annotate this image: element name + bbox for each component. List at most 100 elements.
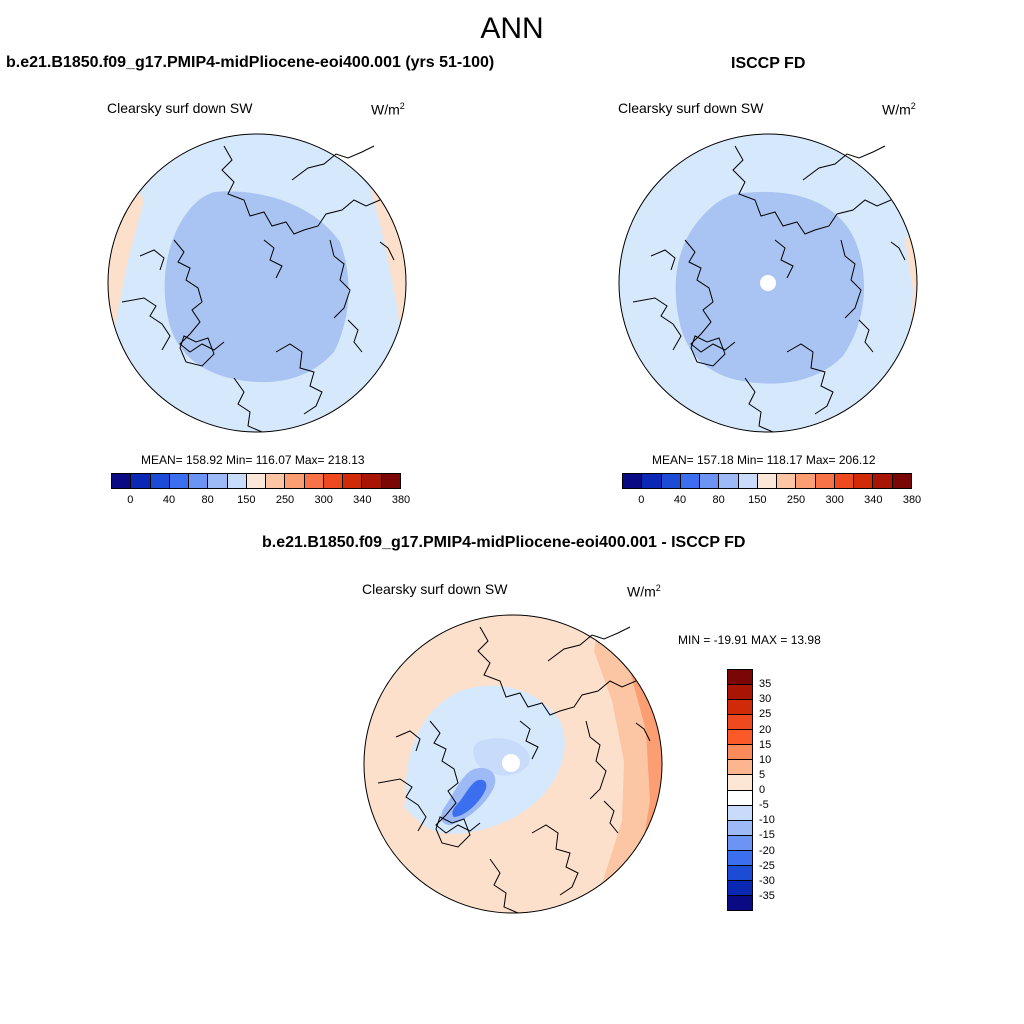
panel1-colorbar-swatch: [380, 474, 400, 488]
panel2-polar-gap: [760, 275, 776, 291]
panel2-colorbar-swatch: [718, 474, 738, 488]
panel2-colorbar-tick-label: 380: [902, 494, 922, 506]
diff-colorbar-tick-label: 0: [759, 784, 766, 796]
panel1-colorbar-swatch: [226, 474, 246, 488]
diff-polar-gap: [502, 754, 520, 772]
panel1-colorbar: [111, 473, 401, 489]
diff-polar-map: [363, 614, 663, 914]
diff-colorbar-swatch: [728, 774, 752, 790]
panel2-warm-east: [905, 220, 917, 360]
diff-colorbar-tick-label: 10: [759, 753, 772, 766]
panel1-colorbar-swatch: [245, 474, 266, 488]
diff-map-border: [363, 614, 663, 914]
panel2-colorbar-tick-label: 40: [673, 494, 687, 506]
panel1-colorbar-swatch: [207, 474, 227, 488]
diff-case-title: b.e21.B1850.f09_g17.PMIP4-midPliocene-eo…: [262, 534, 746, 551]
panel1-colorbar-tick-label: 80: [201, 494, 214, 506]
panel2-colorbar-swatch: [814, 474, 834, 488]
panel1-colorbar-swatch: [168, 474, 189, 488]
diff-colorbar-swatch: [728, 729, 752, 745]
panel2-coastlines: [632, 145, 906, 433]
diff-units: W/m2: [627, 583, 661, 600]
diff-colorbar-swatch: [728, 714, 752, 730]
diff-variable-label: Clearsky surf down SW: [362, 581, 508, 597]
panel1-colorbar-swatch: [112, 474, 131, 488]
panel2-stats: MEAN= 157.18 Min= 118.17 Max= 206.12: [652, 453, 876, 467]
panel1-coastlines: [121, 145, 395, 433]
diff-colorbar-tick-label: -5: [759, 799, 769, 812]
diff-coastlines: [377, 626, 651, 914]
diff-colorbar-ticks: 35 30 25 20 15 10 5 0 -5 -10 -15 -20 -25 -30 -35: [727, 669, 807, 911]
panel2-colorbar-swatch: [776, 474, 796, 488]
diff-colorbar-swatch: [728, 684, 752, 700]
panel1-variable-label: Clearsky surf down SW: [107, 100, 253, 116]
panel2-colorbar-swatch: [795, 474, 815, 488]
diff-colorbar-swatch: [728, 849, 752, 865]
panel1-polar-low-region: [164, 191, 349, 383]
panel1-colorbar-swatch: [284, 474, 304, 488]
panel2-colorbar-tick-label: 250: [786, 494, 806, 506]
panel2-map-border: [618, 133, 918, 433]
panel1-colorbar-swatch: [130, 474, 150, 488]
diff-colorbar-swatch: [728, 894, 752, 910]
panel2-colorbar-tick-label: 340: [864, 494, 883, 506]
panel2-colorbar-swatch: [623, 474, 642, 488]
panel1-colorbar-tick-label: 250: [275, 494, 295, 506]
panel1-colorbar-tick-label: 340: [353, 494, 372, 506]
panel1-colorbar-tick-label: 300: [314, 494, 333, 506]
panel1-colorbar-tick-label: 0: [127, 494, 134, 506]
diff-colorbar-tick-label: -30: [759, 874, 775, 887]
panel2-colorbar-ticks: 0 40 80 150 250 300 340 380: [622, 494, 921, 508]
panel1-units: W/m2: [371, 101, 405, 118]
panel2-colorbar: [622, 473, 912, 489]
diff-colorbar-swatch: [728, 759, 752, 775]
panel2-colorbar-swatch: [853, 474, 873, 488]
diff-colorbar: [727, 669, 753, 911]
panel2-colorbar-tick-label: 300: [825, 494, 844, 506]
panel2-colorbar-swatch: [679, 474, 700, 488]
panel1-colorbar-swatch: [188, 474, 208, 488]
diff-colorbar-swatch: [728, 804, 752, 820]
panel2-variable-label: Clearsky surf down SW: [618, 100, 764, 116]
panel2-colorbar-swatch: [756, 474, 777, 488]
panel2-colorbar-swatch: [891, 474, 911, 488]
diff-colorbar-tick-label: -35: [759, 889, 775, 902]
diff-colorbar-tick-label: -25: [759, 859, 775, 872]
panel2-colorbar-swatch: [737, 474, 757, 488]
diff-colorbar-swatch: [728, 670, 752, 685]
diff-colorbar-tick-label: -20: [759, 844, 775, 857]
diff-colorbar-tick-label: -10: [759, 814, 775, 827]
diff-colorbar-swatch: [728, 879, 752, 895]
panel2-polar-map: [618, 133, 918, 433]
panel1-colorbar-swatch: [149, 474, 169, 488]
panel1-colorbar-swatch: [322, 474, 343, 488]
panel1-polar-map: [107, 133, 407, 433]
panel1-colorbar-swatch: [265, 474, 285, 488]
diff-minmax: MIN = -19.91 MAX = 13.98: [678, 633, 821, 647]
panel1-colorbar-swatch: [342, 474, 362, 488]
diff-colorbar-tick-label: 35: [759, 678, 772, 691]
diff-colorbar-tick-label: 25: [759, 708, 772, 721]
panel2-colorbar-swatch: [833, 474, 854, 488]
panel1-colorbar-tick-label: 40: [162, 494, 176, 506]
panel2-colorbar-swatch: [641, 474, 661, 488]
diff-cool-west: [404, 781, 444, 819]
diff-colorbar-tick-label: 5: [759, 768, 766, 781]
panel2-colorbar-tick-label: 0: [638, 494, 645, 506]
diff-colorbar-swatch: [728, 699, 752, 715]
panel2-colorbar-tick-label: 150: [748, 494, 767, 506]
panel1-colorbar-ticks: 0 40 80 150 250 300 340 380: [111, 494, 410, 508]
diff-colorbar-swatch: [728, 789, 752, 805]
panel2-colorbar-swatch: [699, 474, 719, 488]
panel2-colorbar-tick-label: 80: [712, 494, 725, 506]
figure-title: ANN: [480, 12, 544, 45]
panel1-map-border: [107, 133, 407, 433]
diff-colorbar-swatch: [728, 819, 752, 835]
diff-colorbar-tick-label: 15: [759, 738, 772, 751]
panel2-colorbar-swatch: [660, 474, 680, 488]
panel2-colorbar-swatch: [872, 474, 892, 488]
panel1-colorbar-swatch: [303, 474, 323, 488]
panel1-stats: MEAN= 158.92 Min= 116.07 Max= 218.13: [141, 453, 365, 467]
panel1-colorbar-tick-label: 380: [391, 494, 411, 506]
diff-colorbar-tick-label: 30: [759, 693, 772, 706]
